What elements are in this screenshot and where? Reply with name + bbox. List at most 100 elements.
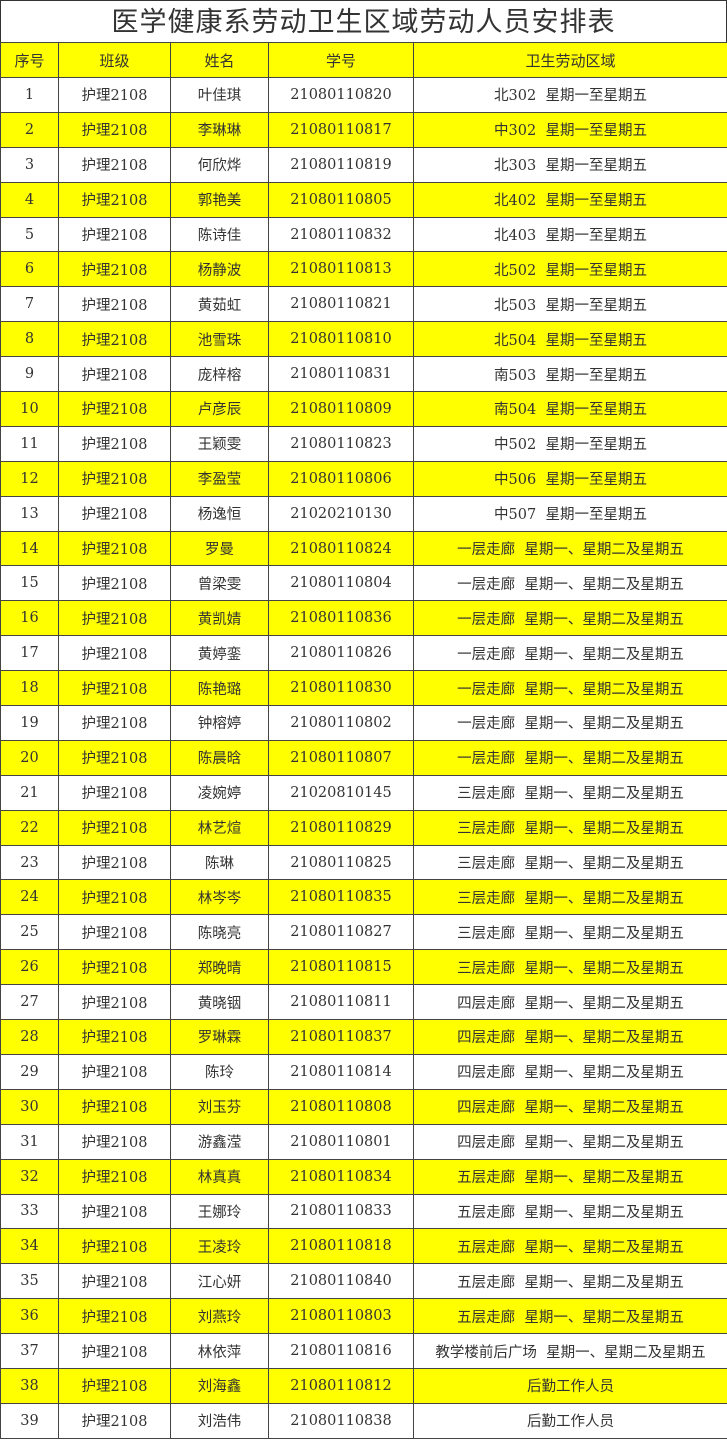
cell-index: 10: [0, 391, 59, 427]
cell-name: 陈艳璐: [170, 670, 269, 707]
cell-index: 29: [0, 1053, 59, 1090]
cell-name: 罗琳霖: [170, 1019, 269, 1055]
table-row: 18 护理2108 陈艳璐 21080110830 一层走廊 星期一、星期二及星期五: [0, 670, 727, 707]
cell-class: 护理2108: [58, 460, 171, 497]
table-row: 23 护理2108 陈琳 21080110825 三层走廊 星期一、星期二及星期五: [0, 844, 727, 881]
cell-class: 护理2108: [58, 181, 171, 218]
cell-area: 五层走廊 星期一、星期二及星期五: [413, 1228, 727, 1265]
cell-index: 39: [0, 1402, 59, 1439]
cell-index: 33: [0, 1193, 59, 1230]
table-row: 32 护理2108 林真真 21080110834 五层走廊 星期一、星期二及星期五: [0, 1158, 727, 1195]
cell-class: 护理2108: [58, 984, 171, 1021]
cell-class: 护理2108: [58, 111, 171, 148]
cell-class: 护理2108: [58, 425, 171, 462]
cell-name: 林真真: [170, 1158, 269, 1195]
table-row: 5 护理2108 陈诗佳 21080110832 北403 星期一至星期五: [0, 216, 727, 253]
cell-class: 护理2108: [58, 600, 171, 637]
cell-name: 凌婉婷: [170, 774, 269, 811]
cell-student-id: 21080110809: [268, 391, 414, 427]
table-row: 37 护理2108 林依萍 21080110816 教学楼前后广场 星期一、星期二及星期…: [0, 1333, 727, 1369]
table-row: 17 护理2108 黄婷銮 21080110826 一层走廊 星期一、星期二及星期五: [0, 635, 727, 672]
table-row: 22 护理2108 林艺煊 21080110829 三层走廊 星期一、星期二及星期五: [0, 809, 727, 846]
cell-student-id: 21080110810: [268, 321, 414, 358]
cell-index: 25: [0, 914, 59, 951]
cell-student-id: 21080110801: [268, 1123, 414, 1160]
table-row: 19 护理2108 钟榕婷 21080110802 一层走廊 星期一、星期二及星期五: [0, 705, 727, 741]
cell-index: 36: [0, 1298, 59, 1335]
cell-student-id: 21080110827: [268, 914, 414, 951]
cell-area: 五层走廊 星期一、星期二及星期五: [413, 1193, 727, 1230]
cell-student-id: 21080110817: [268, 111, 414, 148]
cell-class: 护理2108: [58, 216, 171, 253]
cell-student-id: 21080110821: [268, 286, 414, 323]
cell-area: 中302 星期一至星期五: [413, 111, 727, 148]
cell-name: 杨静波: [170, 251, 269, 288]
cell-area: 四层走廊 星期一、星期二及星期五: [413, 1123, 727, 1160]
cell-area: 中502 星期一至星期五: [413, 425, 727, 462]
cell-class: 护理2108: [58, 356, 171, 393]
cell-area: 三层走廊 星期一、星期二及星期五: [413, 949, 727, 986]
cell-name: 王凌玲: [170, 1228, 269, 1265]
table-row: 24 护理2108 林岑岑 21080110835 三层走廊 星期一、星期二及星期五: [0, 879, 727, 916]
cell-class: 护理2108: [58, 495, 171, 532]
table-row: 10 护理2108 卢彦辰 21080110809 南504 星期一至星期五: [0, 391, 727, 427]
cell-name: 郑晚晴: [170, 949, 269, 986]
cell-index: 16: [0, 600, 59, 637]
cell-area: 北502 星期一至星期五: [413, 251, 727, 288]
cell-index: 23: [0, 844, 59, 881]
cell-name: 林岑岑: [170, 879, 269, 916]
cell-class: 护理2108: [58, 1053, 171, 1090]
cell-class: 护理2108: [58, 391, 171, 427]
cell-student-id: 21080110824: [268, 530, 414, 567]
cell-area: 四层走廊 星期一、星期二及星期五: [413, 1053, 727, 1090]
cell-student-id: 21080110818: [268, 1228, 414, 1265]
table-row: 25 护理2108 陈晓亮 21080110827 三层走廊 星期一、星期二及星期五: [0, 914, 727, 951]
cell-name: 郭艳美: [170, 181, 269, 218]
cell-class: 护理2108: [58, 1193, 171, 1230]
cell-area: 北302 星期一至星期五: [413, 77, 727, 113]
cell-index: 17: [0, 635, 59, 672]
cell-class: 护理2108: [58, 77, 171, 113]
cell-name: 罗曼: [170, 530, 269, 567]
cell-class: 护理2108: [58, 1263, 171, 1300]
cell-area: 北303 星期一至星期五: [413, 146, 727, 183]
table-row: 9 护理2108 庞梓榕 21080110831 南503 星期一至星期五: [0, 356, 727, 393]
cell-area: 后勤工作人员: [413, 1367, 727, 1404]
cell-index: 13: [0, 495, 59, 532]
table-row: 34 护理2108 王凌玲 21080110818 五层走廊 星期一、星期二及星期五: [0, 1228, 727, 1265]
cell-student-id: 21080110832: [268, 216, 414, 253]
cell-area: 五层走廊 星期一、星期二及星期五: [413, 1263, 727, 1300]
table-row: 7 护理2108 黄茹虹 21080110821 北503 星期一至星期五: [0, 286, 727, 323]
header-index: 序号: [0, 42, 59, 78]
cell-student-id: 21080110833: [268, 1193, 414, 1230]
cell-student-id: 21080110812: [268, 1367, 414, 1404]
cell-name: 何欣烨: [170, 146, 269, 183]
table-row: 11 护理2108 王颖雯 21080110823 中502 星期一至星期五: [0, 425, 727, 462]
cell-name: 黄凯婧: [170, 600, 269, 637]
cell-student-id: 21080110811: [268, 984, 414, 1021]
cell-index: 18: [0, 670, 59, 707]
cell-index: 37: [0, 1333, 59, 1369]
cell-class: 护理2108: [58, 286, 171, 323]
table-row: 21 护理2108 凌婉婷 21020810145 三层走廊 星期一、星期二及星期五: [0, 774, 727, 811]
cell-student-id: 21080110816: [268, 1333, 414, 1369]
cell-name: 池雪珠: [170, 321, 269, 358]
page-title: 医学健康系劳动卫生区域劳动人员安排表: [0, 0, 727, 42]
cell-class: 护理2108: [58, 914, 171, 951]
cell-student-id: 21080110820: [268, 77, 414, 113]
cell-student-id: 21080110840: [268, 1263, 414, 1300]
cell-index: 2: [0, 111, 59, 148]
cell-name: 游鑫滢: [170, 1123, 269, 1160]
cell-student-id: 21020210130: [268, 495, 414, 532]
cell-class: 护理2108: [58, 1367, 171, 1404]
cell-class: 护理2108: [58, 844, 171, 881]
cell-name: 庞梓榕: [170, 356, 269, 393]
cell-name: 陈晓亮: [170, 914, 269, 951]
cell-name: 叶佳琪: [170, 77, 269, 113]
cell-index: 6: [0, 251, 59, 288]
cell-index: 11: [0, 425, 59, 462]
cell-area: 三层走廊 星期一、星期二及星期五: [413, 809, 727, 846]
cell-student-id: 21080110838: [268, 1402, 414, 1439]
table-row: 3 护理2108 何欣烨 21080110819 北303 星期一至星期五: [0, 146, 727, 183]
cell-area: 一层走廊 星期一、星期二及星期五: [413, 565, 727, 602]
